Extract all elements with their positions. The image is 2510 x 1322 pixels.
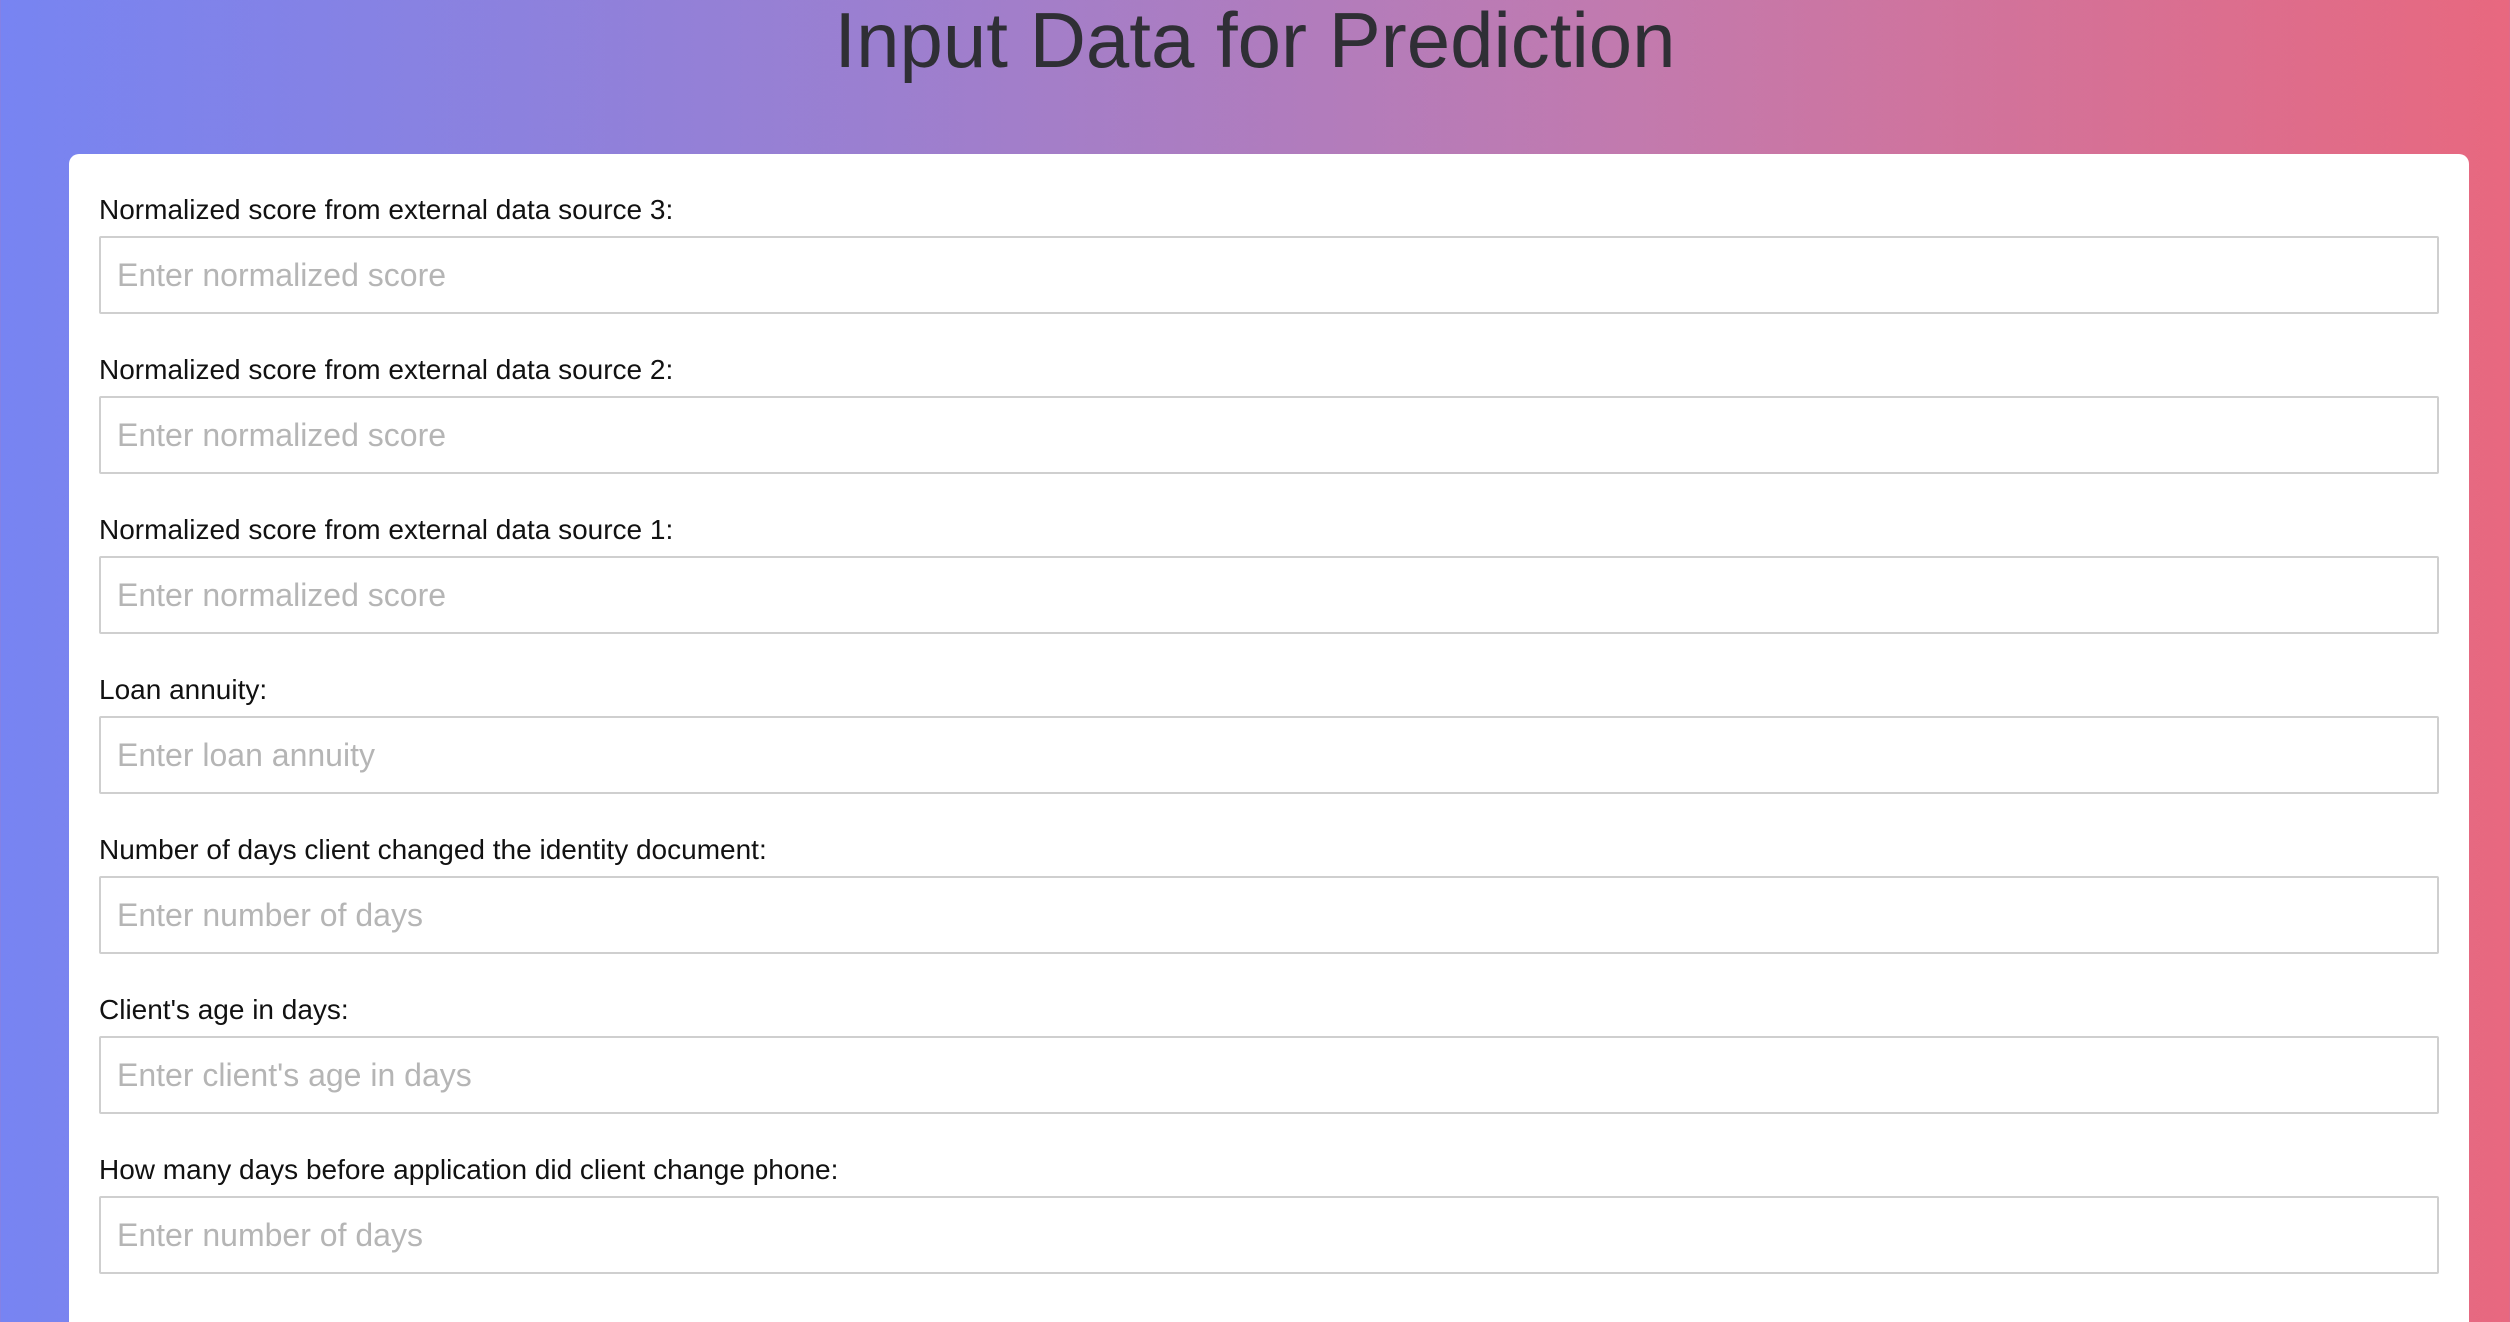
ext-source-3-label: Normalized score from external data sour… (99, 194, 674, 225)
loan-annuity-input[interactable] (99, 716, 2439, 794)
loan-annuity-label: Loan annuity: (99, 674, 268, 705)
id-publish-days-input[interactable] (99, 876, 2439, 954)
prediction-form: Normalized score from external data sour… (69, 154, 2469, 1322)
ext-source-2-label: Normalized score from external data sour… (99, 354, 674, 385)
field-loan-annuity: Loan annuity: (99, 674, 2439, 834)
page-title: Input Data for Prediction (834, 0, 1676, 84)
client-age-days-label: Client's age in days: (99, 994, 349, 1025)
client-age-days-input[interactable] (99, 1036, 2439, 1114)
field-ext-source-3: Normalized score from external data sour… (99, 194, 2439, 354)
ext-source-1-input[interactable] (99, 556, 2439, 634)
field-ext-source-2: Normalized score from external data sour… (99, 354, 2439, 514)
ext-source-3-input[interactable] (99, 236, 2439, 314)
field-client-age-days: Client's age in days: (99, 994, 2439, 1154)
field-ext-source-1: Normalized score from external data sour… (99, 514, 2439, 674)
phone-change-days-label: How many days before application did cli… (99, 1154, 839, 1185)
field-id-publish-days: Number of days client changed the identi… (99, 834, 2439, 994)
phone-change-days-input[interactable] (99, 1196, 2439, 1274)
ext-source-1-label: Normalized score from external data sour… (99, 514, 674, 545)
ext-source-2-input[interactable] (99, 396, 2439, 474)
id-publish-days-label: Number of days client changed the identi… (99, 834, 767, 865)
field-phone-change-days: How many days before application did cli… (99, 1154, 2439, 1314)
